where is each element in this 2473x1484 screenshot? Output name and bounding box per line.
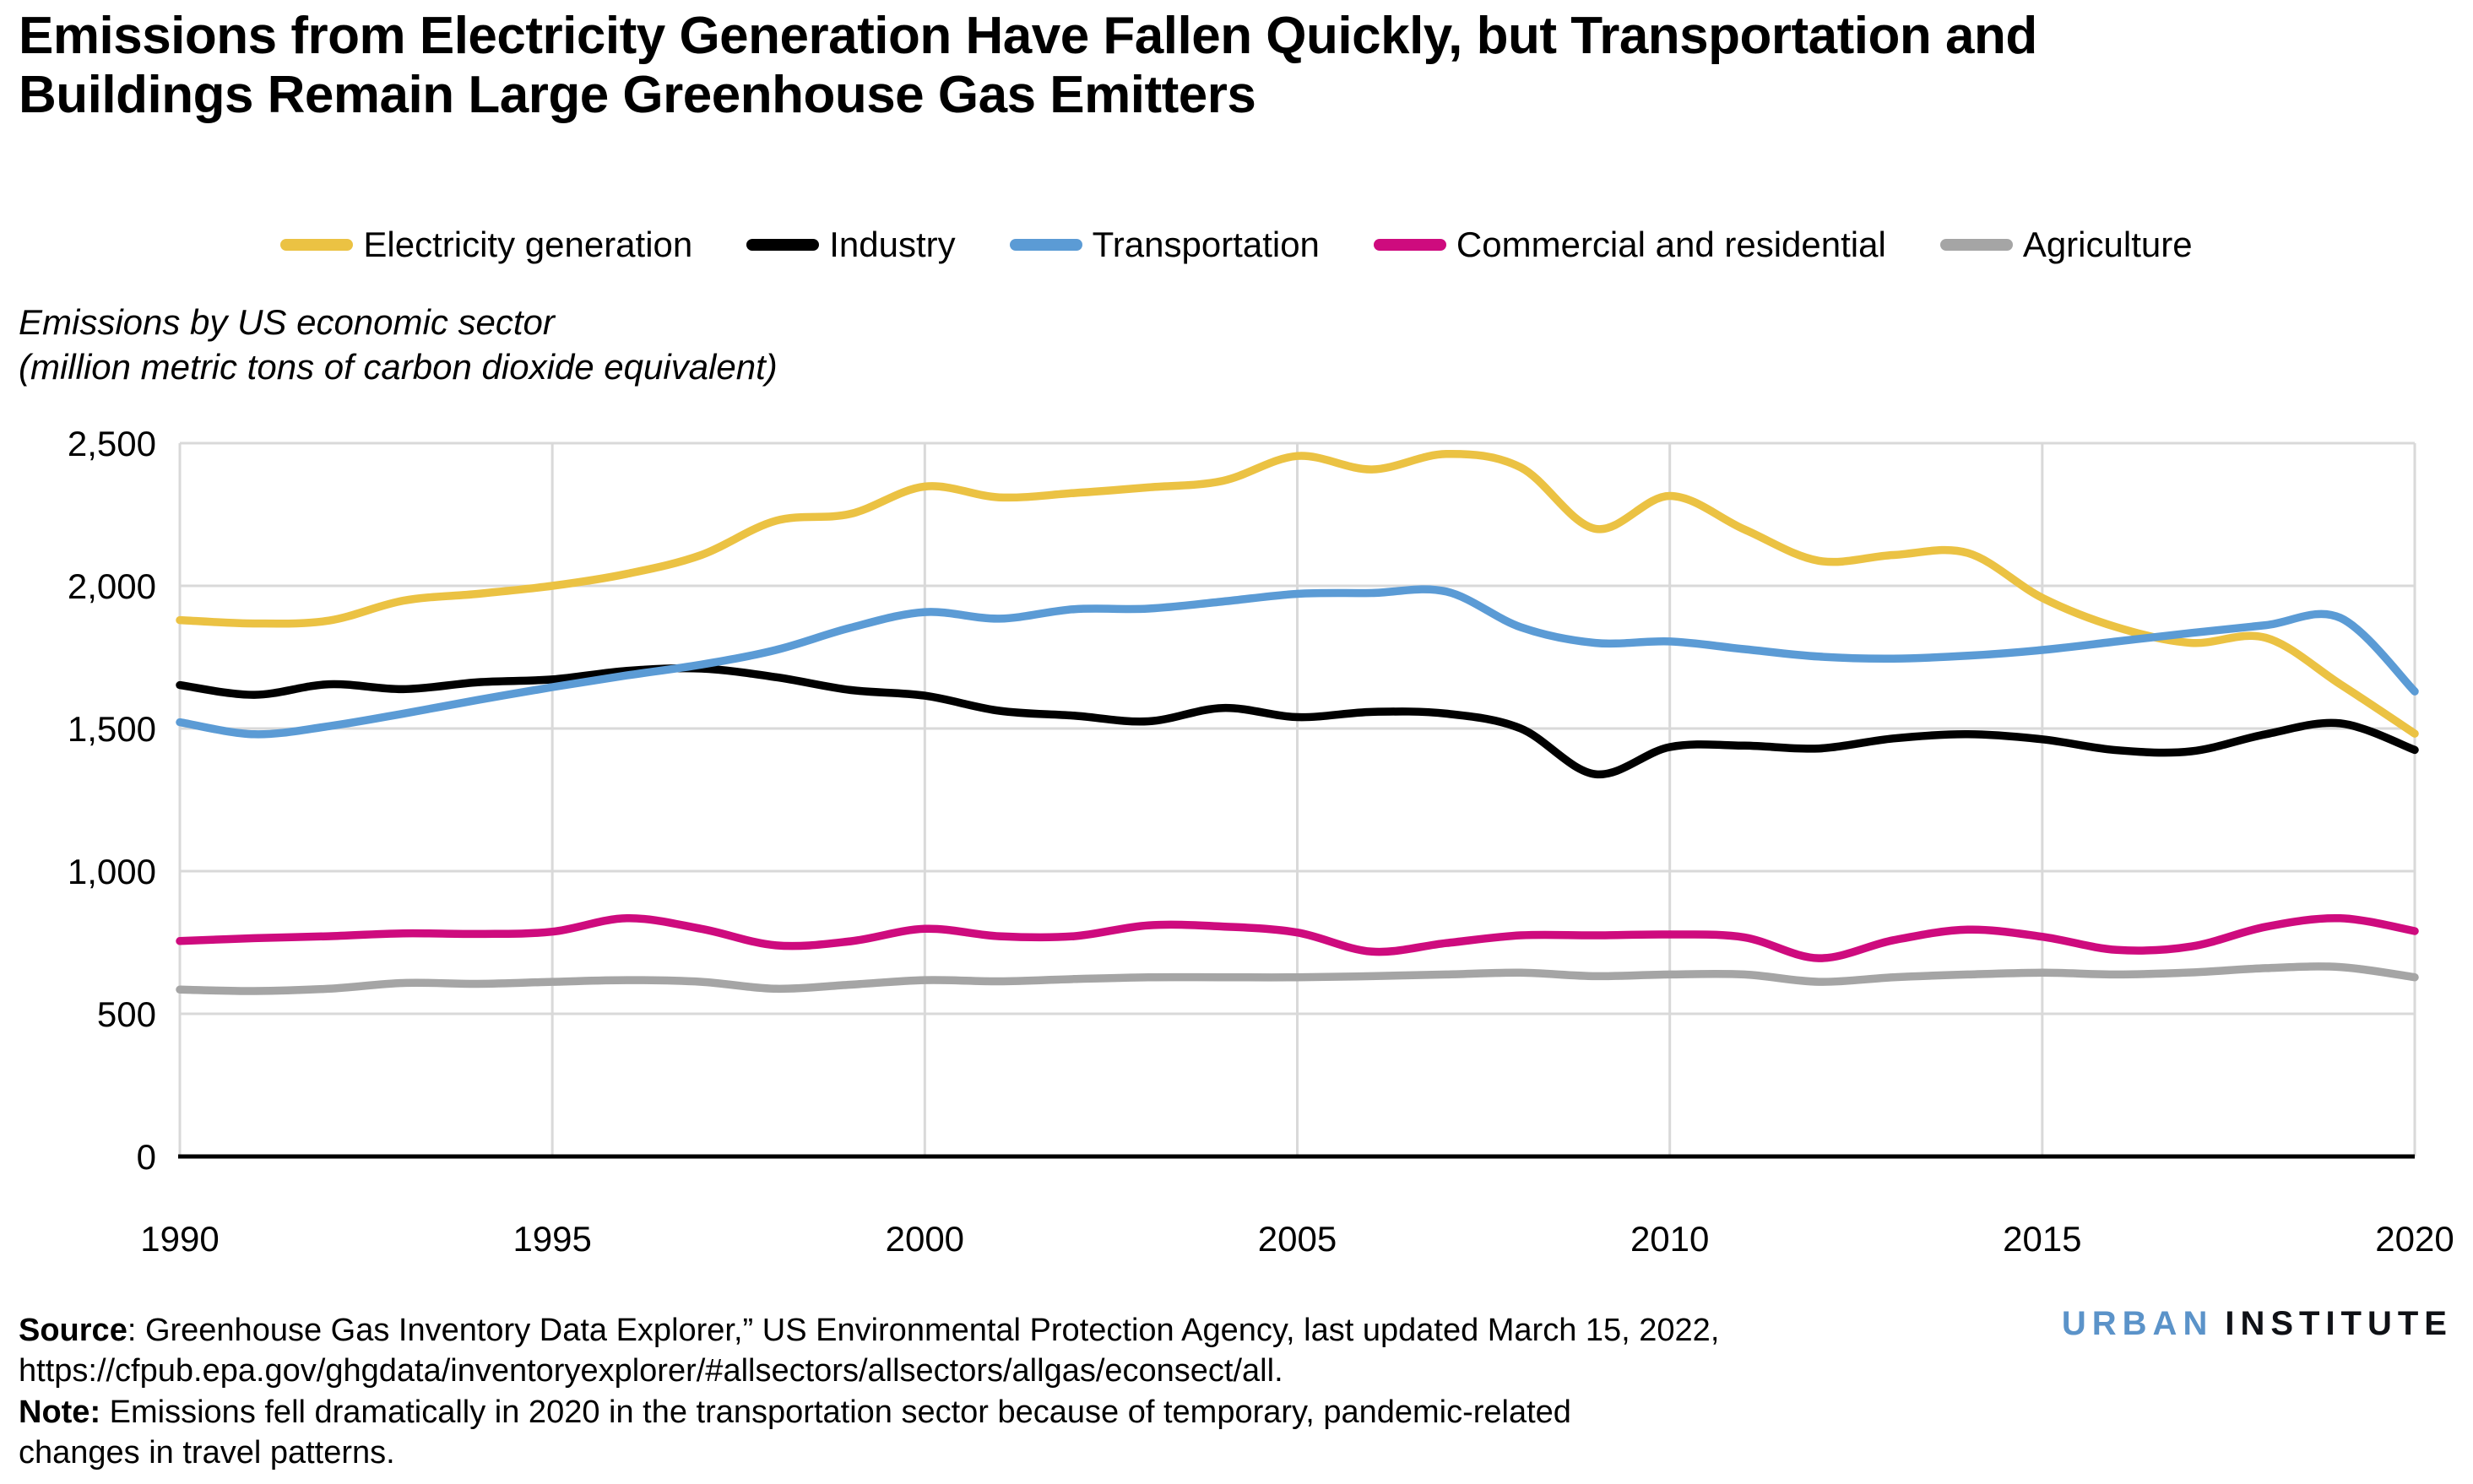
x-tick-label: 1990: [140, 1219, 219, 1259]
legend-swatch: [280, 239, 354, 251]
note-line-2: changes in travel patterns.: [19, 1434, 395, 1470]
series-line-transportation: [176, 585, 2419, 739]
legend-item-commercial-and-residential: Commercial and residential: [1373, 225, 1886, 265]
series-line-agriculture: [176, 962, 2419, 995]
y-tick-label: 2,000: [68, 566, 156, 606]
x-tick-label: 2015: [2003, 1219, 2081, 1259]
logo-urban: URBAN: [2061, 1305, 2214, 1342]
x-tick-label: 2000: [886, 1219, 964, 1259]
x-tick-label: 1995: [512, 1219, 591, 1259]
series-line-industry: [176, 663, 2419, 779]
axis-units-label: Emissions by US economic sector (million…: [19, 302, 778, 387]
note-line: Note: Emissions fell dramatically in 202…: [19, 1394, 1571, 1430]
legend-label: Agriculture: [2022, 225, 2193, 264]
legend-item-industry: Industry: [746, 225, 956, 265]
legend-swatch: [746, 239, 820, 251]
legend-label: Commercial and residential: [1456, 225, 1886, 264]
series-line-electricity-generation: [176, 450, 2419, 738]
legend-swatch: [1009, 239, 1082, 251]
y-tick-label: 500: [97, 994, 156, 1034]
legend-swatch: [1939, 239, 2013, 251]
y-tick-label: 2,500: [68, 424, 156, 463]
source-line: Source: Greenhouse Gas Inventory Data Ex…: [19, 1313, 1720, 1348]
page-title: Emissions from Electricity Generation Ha…: [19, 7, 2037, 125]
legend-swatch: [1373, 239, 1446, 251]
x-tick-label: 2020: [2375, 1219, 2454, 1259]
chart-legend: Electricity generation Industry Transporta…: [0, 225, 2473, 265]
legend-label: Electricity generation: [363, 225, 693, 264]
legend-item-agriculture: Agriculture: [1939, 225, 2193, 265]
x-tick-label: 2010: [1630, 1219, 1709, 1259]
legend-label: Industry: [829, 225, 956, 264]
source-url: https://cfpub.epa.gov/ghgdata/inventorye…: [19, 1353, 1283, 1389]
note-label: Note:: [19, 1394, 101, 1430]
logo-institute: INSTITUTE: [2225, 1305, 2453, 1342]
source-label: Source: [19, 1313, 127, 1348]
y-tick-label: 1,000: [68, 852, 156, 891]
x-tick-label: 2005: [1258, 1219, 1337, 1259]
legend-item-transportation: Transportation: [1009, 225, 1320, 265]
y-tick-label: 0: [137, 1137, 156, 1177]
legend-label: Transportation: [1092, 225, 1320, 264]
series-line-commercial-and-residential: [176, 913, 2419, 962]
source-note: Source: Greenhouse Gas Inventory Data Ex…: [19, 1310, 1961, 1473]
legend-item-electricity-generation: Electricity generation: [280, 225, 692, 265]
y-tick-label: 1,500: [68, 709, 156, 749]
urban-institute-logo: URBAN INSTITUTE: [2062, 1305, 2453, 1343]
